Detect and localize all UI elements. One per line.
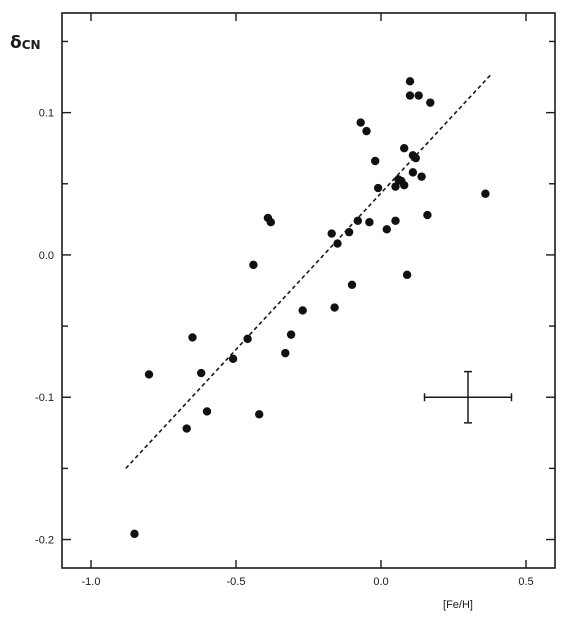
data-point [400, 143, 409, 153]
data-point [243, 334, 252, 344]
data-point [327, 229, 336, 238]
data-point [405, 77, 415, 86]
data-point [408, 168, 418, 177]
y-axis-label: δCN [10, 33, 41, 53]
data-point [400, 180, 409, 190]
plot-frame [61, 12, 556, 569]
data-point [481, 189, 490, 198]
data-point [391, 182, 400, 191]
data-point [330, 303, 339, 312]
data-point [228, 354, 238, 364]
x-axis-label: [Fe/H] [443, 599, 473, 611]
error-bar [423, 370, 513, 424]
data-point [281, 348, 290, 358]
data-point [365, 217, 374, 227]
points-layer [130, 77, 490, 539]
data-point [411, 153, 420, 163]
y-tick-label: -0.1 [35, 392, 54, 404]
data-point [423, 210, 432, 220]
data-point [202, 407, 212, 416]
data-point [298, 306, 307, 315]
data-point [405, 91, 415, 100]
data-point [426, 98, 435, 107]
data-point [373, 183, 383, 193]
data-point [391, 216, 400, 225]
data-point [382, 225, 391, 234]
x-tick-label: 0.5 [518, 576, 533, 588]
x-tick-label: -0.5 [227, 576, 246, 588]
data-point [347, 280, 357, 290]
x-tick-label: -1.0 [82, 576, 101, 588]
y-axis-label-subscript: CN [22, 38, 41, 52]
data-point [417, 172, 426, 181]
data-point [144, 370, 154, 379]
y-tick-label: 0.1 [39, 108, 54, 120]
data-point [362, 126, 371, 136]
data-point [182, 424, 191, 433]
y-tick-label: 0.0 [39, 250, 54, 262]
data-point [249, 260, 258, 270]
data-point [402, 270, 412, 280]
x-tick-label: 0.0 [373, 576, 388, 588]
data-point [333, 239, 342, 248]
y-tick-label: -0.2 [35, 535, 54, 547]
x-tick-labels: -1.0 -0.5 0.0 0.5 [82, 576, 534, 588]
data-point [130, 529, 139, 539]
data-point [286, 330, 296, 339]
data-point [255, 410, 264, 419]
data-point [371, 156, 380, 166]
data-point [356, 118, 365, 127]
data-point [344, 227, 354, 237]
data-point [414, 91, 423, 100]
ticks-layer [62, 13, 555, 568]
data-point [266, 217, 275, 227]
y-axis-label-symbol: δ [10, 33, 22, 53]
trend-line [125, 73, 492, 469]
data-point [188, 333, 197, 342]
data-point [197, 368, 206, 378]
data-point [353, 216, 362, 225]
y-tick-labels: -0.2 -0.1 0.0 0.1 [35, 108, 54, 547]
